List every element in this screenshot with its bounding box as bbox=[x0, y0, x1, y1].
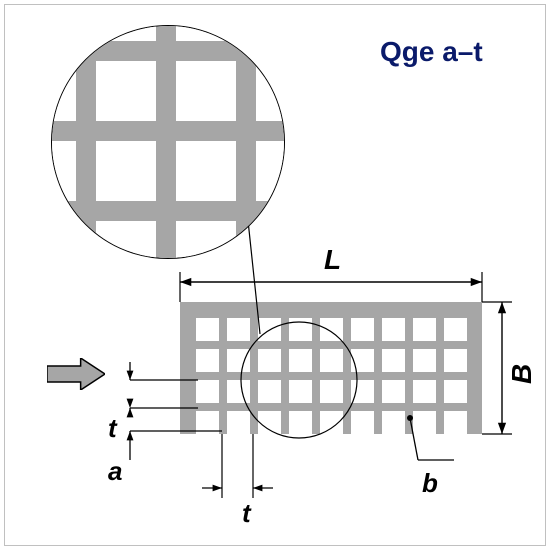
magnifier-hole bbox=[256, 141, 285, 201]
dim-label-a: a bbox=[108, 456, 122, 487]
magnifier-hole bbox=[256, 61, 285, 121]
magnifier-hole bbox=[96, 61, 156, 121]
dim-label-L: L bbox=[324, 244, 341, 276]
magnifier-hole bbox=[51, 221, 76, 259]
magnifier-hole bbox=[96, 141, 156, 201]
dim-label-B: B bbox=[506, 364, 538, 384]
magnifier-hole bbox=[176, 61, 236, 121]
magnifier-hole bbox=[51, 61, 76, 121]
magnifier-hole bbox=[176, 221, 236, 259]
magnifier-grid bbox=[51, 25, 285, 259]
magnifier-detail bbox=[51, 25, 285, 259]
dim-label-t-horizontal: t bbox=[242, 498, 251, 529]
magnifier-hole bbox=[51, 141, 76, 201]
diagram-canvas: { "title": { "text": "Qge a–t", "color":… bbox=[0, 0, 550, 550]
magnifier-hole bbox=[256, 221, 285, 259]
dim-label-t-vertical: t bbox=[108, 413, 117, 444]
magnifier-hole bbox=[96, 25, 156, 41]
leader-label-b: b bbox=[422, 468, 438, 499]
magnifier-hole bbox=[96, 221, 156, 259]
magnifier-hole bbox=[176, 25, 236, 41]
magnifier-hole bbox=[176, 141, 236, 201]
magnifier-hole bbox=[256, 25, 285, 41]
magnifier-hole bbox=[51, 25, 76, 41]
